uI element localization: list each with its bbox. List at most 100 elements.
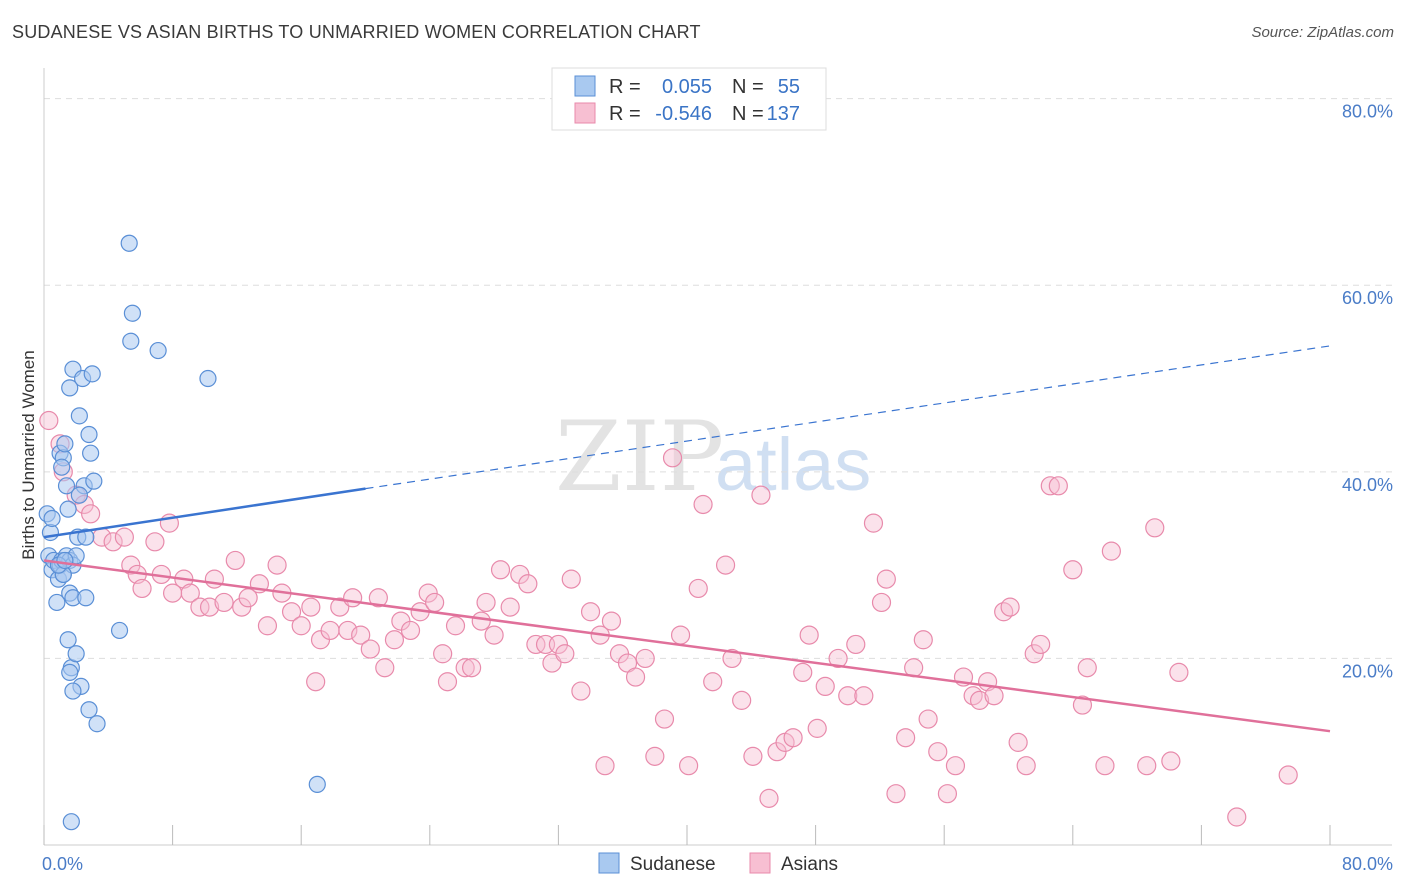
asians-point-103: [886, 784, 906, 804]
asians-point-59: [518, 574, 538, 594]
sudanese-point-47: [308, 775, 326, 793]
sudanese-point-35: [80, 425, 98, 444]
asians-point-86: [743, 746, 763, 766]
legend-box: [551, 67, 827, 131]
asians-point-12: [145, 532, 165, 552]
asians-point-118: [1008, 732, 1028, 752]
asians-point-7: [103, 532, 123, 552]
asians-point-41: [375, 658, 395, 678]
sudanese-point-36: [82, 444, 100, 462]
x-tick-label-1: 80.0%: [1342, 854, 1393, 874]
asians-point-30: [291, 616, 311, 636]
legend-n-value-2: 137: [767, 103, 800, 125]
bottom-legend: Sudanese Asians: [598, 852, 838, 875]
sudanese-point-20: [59, 631, 77, 649]
asians-point-124: [1063, 560, 1083, 580]
sudanese-point-42: [120, 234, 138, 252]
asians-point-115: [984, 686, 1004, 706]
asians-point-108: [928, 742, 948, 762]
asians-point-107: [918, 709, 938, 729]
asians-point-130: [1145, 518, 1165, 538]
sudanese-point-53: [56, 551, 74, 570]
watermark-atlas: atlas: [715, 423, 871, 506]
sudanese-point-33: [77, 528, 95, 546]
asians-point-93: [799, 625, 819, 645]
legend-r-value-2: -0.546: [655, 103, 712, 125]
sudanese-point-5: [48, 593, 66, 612]
asians-point-106: [913, 630, 933, 650]
x-tick-labels: 0.0% 80.0%: [42, 854, 1393, 874]
asians-point-8: [114, 527, 134, 547]
asians-point-36: [338, 620, 358, 641]
chart-source: Source: ZipAtlas.com: [1251, 24, 1394, 41]
legend-swatch-asians: [574, 102, 596, 124]
asians-point-125: [1072, 695, 1093, 715]
sudanese-point-40: [88, 715, 106, 733]
asians-point-126: [1077, 658, 1097, 678]
asians-point-96: [828, 648, 848, 669]
asians-point-87: [751, 485, 771, 505]
sudanese-point-48: [64, 682, 82, 700]
asians-point-91: [783, 728, 803, 748]
grid-lines: [44, 98, 1392, 659]
legend-n-value-1: 55: [778, 76, 800, 98]
asians-point-132: [1169, 662, 1189, 683]
legend-r-label-1: R =: [609, 76, 641, 98]
axes: [43, 68, 1392, 846]
asians-point-0: [39, 410, 59, 431]
y-tick-label-1: 40.0%: [1342, 475, 1393, 495]
sudanese-point-34: [77, 589, 95, 607]
asians-point-92: [793, 662, 813, 683]
asians-point-80: [688, 578, 708, 599]
x-tick-label-0: 0.0%: [42, 854, 83, 874]
sudanese-point-52: [53, 458, 71, 476]
asians-point-53: [471, 611, 491, 631]
asians-trend-line: [43, 559, 1331, 733]
asians-point-38: [351, 625, 371, 645]
watermark-zip: ZIP: [555, 401, 724, 513]
asians-point-57: [500, 597, 520, 617]
sudanese-trend-extension: [365, 345, 1331, 490]
legend-swatch-sudanese: [574, 75, 596, 97]
sudanese-point-43: [123, 304, 142, 322]
asians-point-85: [732, 690, 752, 710]
asians-point-23: [232, 597, 252, 617]
asians-point-100: [863, 513, 884, 533]
asians-point-81: [693, 494, 713, 515]
sudanese-point-46: [199, 369, 217, 388]
asians-point-9: [121, 555, 141, 575]
y-tick-label-2: 60.0%: [1342, 288, 1393, 308]
asians-point-134: [1278, 765, 1298, 785]
asians-point-29: [281, 602, 302, 622]
sudanese-point-54: [70, 486, 88, 504]
asians-point-32: [306, 672, 326, 692]
bottom-legend-sudanese: Sudanese: [630, 854, 716, 875]
y-tick-labels: 20.0% 40.0% 60.0% 80.0%: [1342, 102, 1393, 682]
asians-point-70: [601, 611, 622, 631]
asians-point-76: [654, 709, 675, 729]
asians-point-74: [635, 648, 655, 669]
asians-point-117: [1000, 597, 1020, 617]
asians-point-18: [190, 597, 210, 617]
asians-point-79: [679, 756, 699, 776]
sudanese-point-28: [70, 407, 88, 425]
bottom-legend-swatch-sudanese: [598, 852, 620, 874]
sudanese-point-44: [122, 332, 140, 350]
asians-point-97: [838, 686, 858, 706]
asians-point-21: [214, 592, 234, 613]
asians-point-44: [400, 620, 421, 641]
asians-point-121: [1031, 634, 1051, 655]
sudanese-point-37: [80, 701, 98, 719]
asians-point-5: [81, 504, 101, 524]
asians-point-82: [703, 672, 723, 692]
asians-point-35: [330, 597, 350, 617]
sudanese-point-39: [85, 472, 103, 490]
y-axis-label: Births to Unmarried Women: [19, 350, 38, 559]
asians-point-77: [662, 448, 683, 468]
asians-point-65: [561, 569, 581, 589]
asians-point-19: [199, 597, 220, 617]
asians-point-98: [846, 634, 866, 655]
asians-point-11: [132, 578, 152, 599]
legend-n-label-1: N =: [732, 76, 764, 98]
